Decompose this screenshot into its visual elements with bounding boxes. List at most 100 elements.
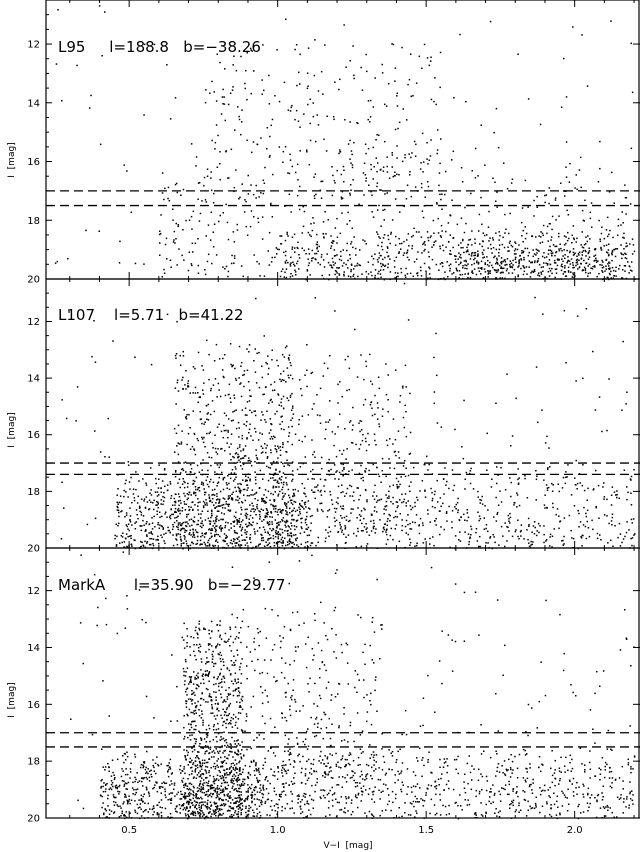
data-point bbox=[630, 42, 632, 45]
data-point bbox=[310, 470, 312, 473]
data-point bbox=[607, 267, 610, 270]
data-point bbox=[453, 97, 455, 99]
data-point bbox=[418, 525, 420, 527]
data-point bbox=[503, 259, 506, 261]
data-point bbox=[189, 544, 192, 547]
data-point bbox=[588, 251, 590, 254]
data-point bbox=[184, 658, 187, 661]
data-point bbox=[267, 701, 269, 703]
data-point bbox=[202, 506, 205, 509]
data-point bbox=[293, 493, 295, 495]
data-point bbox=[297, 120, 300, 122]
data-point bbox=[477, 254, 479, 257]
data-point bbox=[240, 529, 243, 532]
data-point bbox=[314, 497, 316, 500]
data-point bbox=[493, 516, 495, 518]
data-point bbox=[285, 276, 288, 279]
data-point bbox=[178, 443, 181, 445]
data-point bbox=[235, 379, 238, 381]
data-point bbox=[546, 262, 549, 265]
data-point bbox=[253, 70, 255, 72]
data-point bbox=[163, 272, 166, 274]
data-point bbox=[320, 70, 323, 73]
data-point bbox=[298, 379, 301, 381]
data-point bbox=[294, 247, 296, 249]
data-point bbox=[445, 246, 447, 248]
data-point bbox=[247, 487, 249, 489]
data-point bbox=[250, 464, 253, 467]
data-point bbox=[499, 490, 501, 492]
data-point bbox=[619, 264, 621, 267]
data-point bbox=[127, 461, 130, 463]
data-point bbox=[233, 456, 235, 459]
data-point bbox=[167, 197, 169, 200]
data-point bbox=[489, 536, 492, 538]
data-point bbox=[520, 267, 522, 270]
data-point bbox=[206, 339, 208, 342]
data-point bbox=[431, 246, 433, 248]
data-point bbox=[420, 275, 423, 277]
data-point bbox=[440, 236, 442, 238]
data-point bbox=[217, 732, 220, 735]
data-point bbox=[378, 387, 381, 390]
data-point bbox=[223, 354, 226, 356]
data-point bbox=[226, 714, 228, 717]
data-point bbox=[224, 68, 226, 70]
data-point bbox=[303, 210, 306, 213]
data-point bbox=[504, 213, 506, 216]
data-point bbox=[438, 172, 441, 174]
data-point bbox=[221, 799, 223, 801]
data-point bbox=[504, 232, 506, 234]
data-point bbox=[222, 760, 224, 763]
data-point bbox=[183, 674, 185, 677]
data-point bbox=[244, 82, 246, 85]
data-point bbox=[200, 806, 202, 808]
data-point bbox=[414, 186, 417, 188]
data-point bbox=[394, 277, 396, 279]
data-point bbox=[186, 521, 188, 523]
data-point bbox=[495, 496, 497, 499]
data-point bbox=[587, 265, 589, 267]
data-point bbox=[215, 645, 217, 648]
data-point bbox=[527, 734, 529, 737]
data-point bbox=[289, 265, 292, 267]
data-point bbox=[296, 84, 298, 87]
data-point bbox=[200, 697, 203, 700]
data-point bbox=[334, 310, 336, 312]
data-point bbox=[356, 262, 359, 265]
data-point bbox=[233, 655, 235, 657]
data-point bbox=[316, 233, 318, 236]
data-point bbox=[424, 490, 426, 492]
data-point bbox=[240, 55, 242, 58]
data-point bbox=[460, 516, 462, 519]
data-point bbox=[215, 811, 217, 814]
data-point bbox=[342, 491, 344, 493]
data-point bbox=[217, 805, 219, 807]
data-point bbox=[331, 499, 333, 501]
data-point bbox=[208, 485, 210, 488]
data-point bbox=[516, 492, 518, 494]
data-point bbox=[193, 433, 196, 436]
data-point bbox=[162, 503, 164, 506]
data-point bbox=[235, 511, 237, 514]
data-point bbox=[233, 664, 235, 667]
data-point bbox=[234, 466, 237, 468]
data-point bbox=[610, 270, 612, 273]
data-point bbox=[235, 788, 237, 790]
data-point bbox=[241, 183, 243, 185]
data-point bbox=[144, 546, 147, 549]
data-point bbox=[244, 544, 247, 546]
data-point bbox=[213, 676, 215, 679]
data-point bbox=[343, 466, 345, 469]
data-point bbox=[596, 532, 599, 535]
data-point bbox=[443, 493, 445, 495]
data-point bbox=[265, 501, 267, 504]
data-point bbox=[386, 520, 389, 523]
data-point bbox=[135, 521, 138, 523]
data-point bbox=[364, 437, 367, 440]
data-point bbox=[97, 606, 99, 609]
data-point bbox=[549, 249, 552, 251]
data-point bbox=[188, 219, 191, 221]
data-point bbox=[285, 526, 287, 528]
data-point bbox=[545, 539, 548, 541]
